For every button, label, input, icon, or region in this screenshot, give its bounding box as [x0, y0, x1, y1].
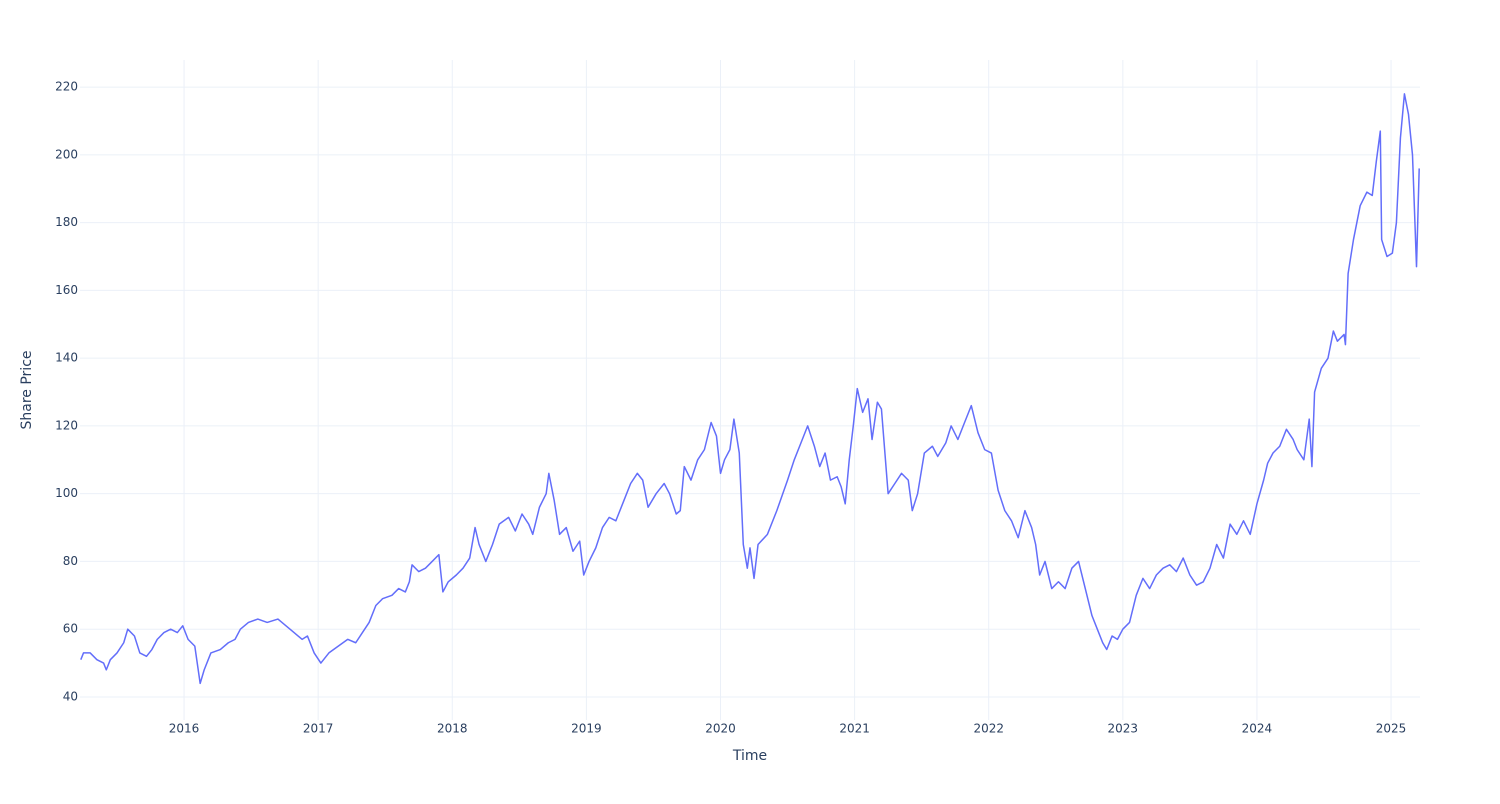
- y-tick-label: 200: [55, 147, 78, 161]
- x-tick-label: 2016: [169, 722, 200, 736]
- y-tick-label: 100: [55, 486, 78, 500]
- x-tick-label: 2023: [1108, 722, 1139, 736]
- y-axis-title: Share Price: [19, 350, 35, 429]
- y-tick-label: 40: [63, 689, 78, 703]
- y-tick-label: 180: [55, 215, 78, 229]
- x-tick-label: 2019: [571, 722, 602, 736]
- x-tick-label: 2021: [839, 722, 870, 736]
- x-tick-label: 2025: [1376, 722, 1407, 736]
- x-tick-label: 2017: [303, 722, 334, 736]
- plot-area: [80, 93, 1420, 685]
- x-axis-title: Time: [732, 748, 767, 764]
- x-tick-label: 2020: [705, 722, 736, 736]
- grid: [80, 60, 1420, 720]
- y-tick-label: 220: [55, 80, 78, 94]
- y-tick-label: 140: [55, 351, 78, 365]
- x-tick-label: 2018: [437, 722, 468, 736]
- price-line: [80, 93, 1420, 685]
- x-tick-label: 2024: [1242, 722, 1273, 736]
- y-tick-label: 60: [63, 622, 78, 636]
- y-tick-label: 120: [55, 418, 78, 432]
- y-tick-label: 160: [55, 283, 78, 297]
- x-tick-label: 2022: [973, 722, 1004, 736]
- y-tick-label: 80: [63, 554, 78, 568]
